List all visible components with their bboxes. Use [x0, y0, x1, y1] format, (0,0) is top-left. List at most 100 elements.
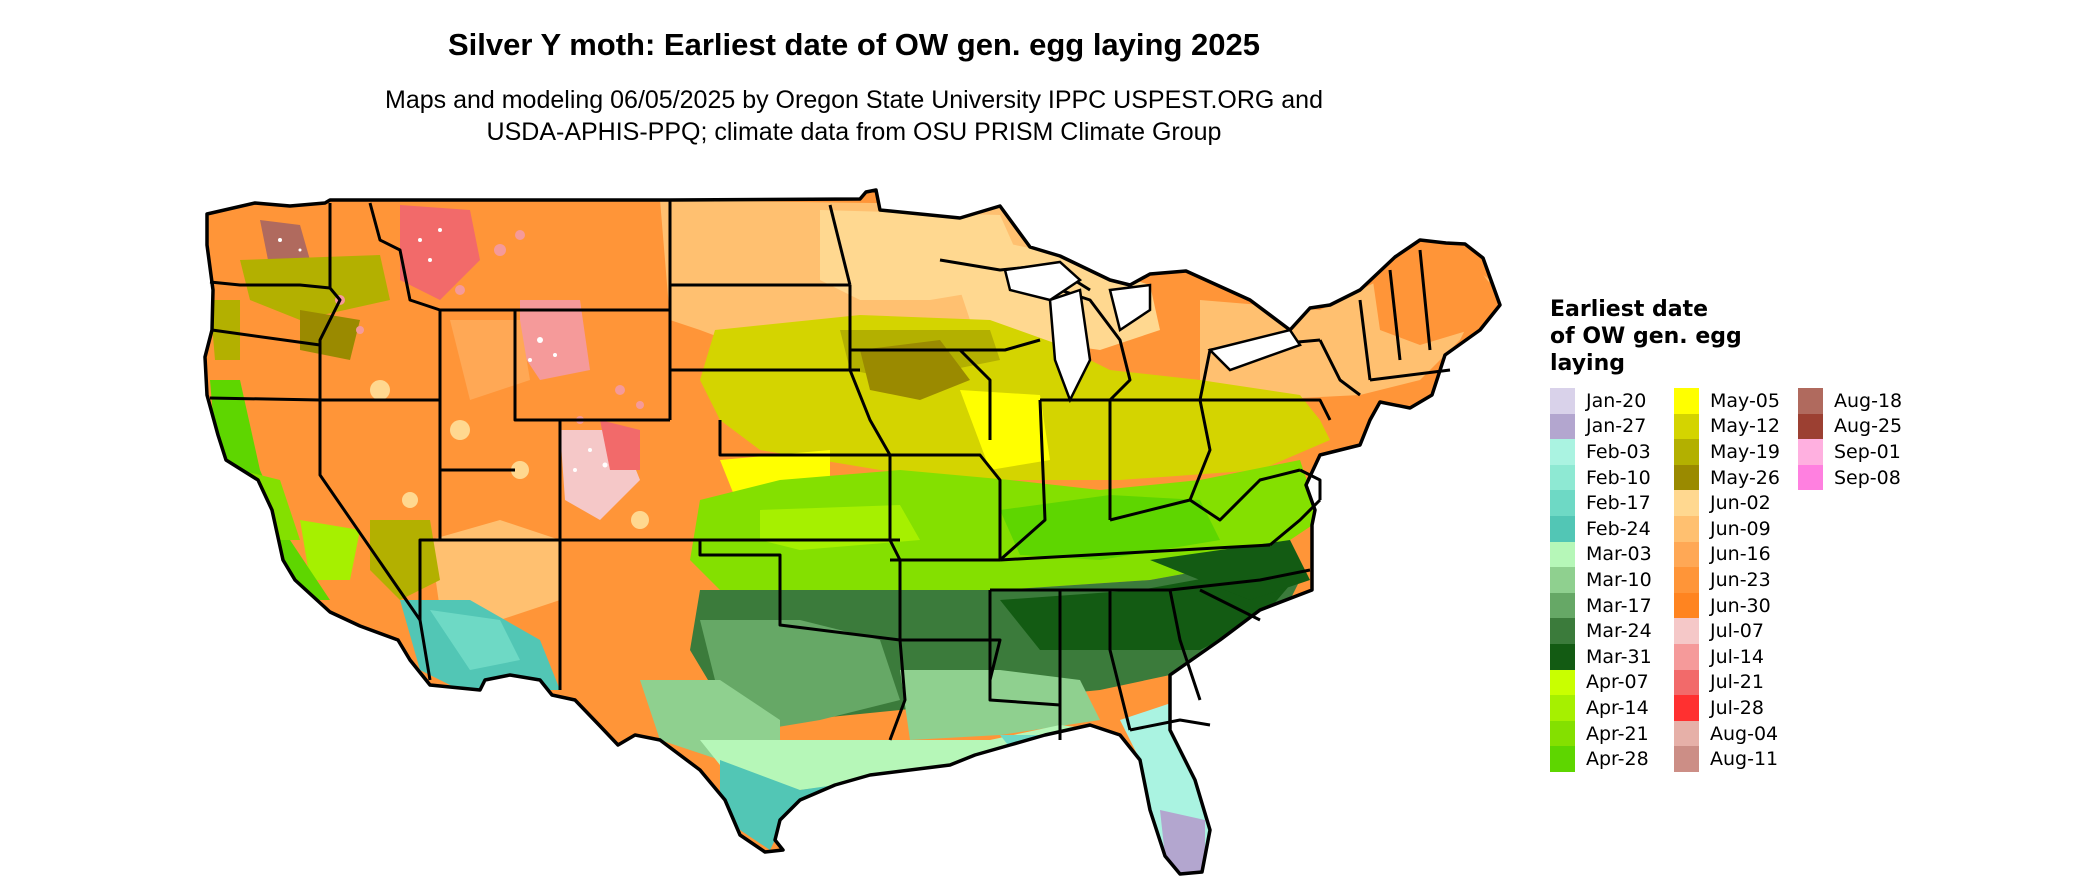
- legend-item: Jul-21: [1674, 669, 1780, 696]
- legend-item: May-05: [1674, 388, 1780, 414]
- legend-swatch: [1674, 695, 1699, 721]
- legend-title-line-2: of OW gen. egg: [1550, 324, 1742, 349]
- legend: Earliest date of OW gen. egg laying Jan-…: [1550, 296, 2070, 796]
- legend-title-line-3: laying: [1550, 351, 1626, 376]
- legend-item: Mar-31: [1550, 643, 1652, 670]
- legend-item: Mar-10: [1550, 567, 1652, 593]
- legend-item: Jul-07: [1674, 618, 1780, 644]
- legend-item: Aug-04: [1674, 720, 1780, 747]
- legend-swatch: [1674, 515, 1699, 542]
- legend-item: Jun-16: [1674, 541, 1780, 568]
- subtitle-line-2: USDA-APHIS-PPQ; climate data from OSU PR…: [486, 118, 1222, 146]
- legend-label: Apr-28: [1586, 748, 1649, 771]
- legend-label: Jun-02: [1710, 492, 1771, 515]
- legend-item: Jun-02: [1674, 490, 1780, 516]
- legend-swatch: [1550, 746, 1575, 772]
- legend-label: Jul-28: [1710, 696, 1764, 719]
- legend-swatch: [1798, 464, 1823, 491]
- legend-label: Jan-20: [1586, 389, 1647, 412]
- legend-swatch: [1674, 669, 1699, 696]
- legend-swatch: [1674, 388, 1699, 414]
- legend-label: Sep-01: [1834, 440, 1901, 463]
- legend-item: Mar-03: [1550, 541, 1652, 568]
- legend-item: May-12: [1674, 413, 1780, 440]
- legend-item: Feb-17: [1550, 490, 1652, 516]
- legend-item: May-26: [1674, 464, 1780, 491]
- legend-label: Jun-16: [1710, 543, 1771, 566]
- map-title: Silver Y moth: Earliest date of OW gen. …: [448, 27, 1260, 62]
- legend-label: Mar-03: [1586, 543, 1652, 566]
- legend-swatch: [1550, 413, 1575, 440]
- legend-label: Apr-07: [1586, 671, 1649, 694]
- legend-swatch: [1550, 490, 1575, 516]
- legend-item: Jul-28: [1674, 695, 1780, 721]
- legend-label: Jun-09: [1710, 517, 1771, 540]
- legend-column-1: Jan-20 Jan-27 Feb-03 Feb-10 Feb-17 Feb-24 Mar-…: [1550, 388, 1652, 772]
- legend-swatch: [1674, 413, 1699, 440]
- legend-swatch: [1674, 720, 1699, 747]
- legend-swatch: [1674, 618, 1699, 644]
- state-boundaries: [209, 200, 1451, 741]
- legend-label: Feb-03: [1586, 440, 1651, 463]
- legend-label: Feb-24: [1586, 517, 1651, 540]
- legend-swatch: [1674, 490, 1699, 516]
- legend-swatch: [1674, 464, 1699, 491]
- legend-label: Jun-30: [1710, 594, 1771, 617]
- legend-label: Aug-18: [1834, 389, 1903, 412]
- legend-item: Apr-07: [1550, 669, 1652, 696]
- legend-item: May-19: [1674, 439, 1780, 465]
- legend-column-3: Aug-18 Aug-25 Sep-01 Sep-08: [1798, 388, 1902, 491]
- legend-item: Mar-24: [1550, 618, 1652, 644]
- legend-item: Sep-08: [1798, 464, 1902, 491]
- legend-swatch: [1798, 388, 1823, 414]
- legend-label: Mar-17: [1586, 594, 1652, 617]
- legend-label: Apr-14: [1586, 696, 1649, 719]
- legend-swatch: [1674, 541, 1699, 568]
- legend-label: Apr-21: [1586, 722, 1649, 745]
- legend-label: Aug-11: [1710, 748, 1779, 771]
- legend-swatch: [1550, 515, 1575, 542]
- legend-label: May-19: [1710, 440, 1780, 463]
- legend-label: Jul-07: [1710, 620, 1764, 643]
- legend-label: Sep-08: [1834, 466, 1901, 489]
- legend-item: Apr-21: [1550, 720, 1652, 747]
- legend-label: Aug-04: [1710, 722, 1779, 745]
- legend-swatch: [1550, 669, 1575, 696]
- legend-swatch: [1674, 592, 1699, 619]
- legend-item: Aug-25: [1798, 413, 1902, 440]
- legend-swatch: [1550, 695, 1575, 721]
- legend-item: Feb-03: [1550, 439, 1652, 465]
- legend-column-2: May-05 May-12 May-19 May-26 Jun-02 Jun-09 Jun-…: [1674, 388, 1780, 772]
- legend-label: Jun-23: [1710, 568, 1771, 591]
- legend-item: Jan-27: [1550, 413, 1652, 440]
- legend-swatch: [1674, 643, 1699, 670]
- legend-swatch: [1550, 643, 1575, 670]
- legend-swatch: [1550, 388, 1575, 414]
- legend-label: May-05: [1710, 389, 1780, 412]
- legend-label: Mar-31: [1586, 645, 1652, 668]
- legend-item: Aug-11: [1674, 746, 1780, 772]
- legend-item: Jan-20: [1550, 388, 1652, 414]
- legend-label: Feb-10: [1586, 466, 1651, 489]
- legend-item: Aug-18: [1798, 388, 1902, 414]
- legend-swatch: [1550, 618, 1575, 644]
- legend-item: Jun-09: [1674, 515, 1780, 542]
- legend-label: Feb-17: [1586, 492, 1651, 515]
- legend-swatch: [1550, 439, 1575, 465]
- legend-label: Jan-27: [1586, 415, 1647, 438]
- legend-swatch: [1674, 746, 1699, 772]
- legend-item: Feb-10: [1550, 464, 1652, 491]
- legend-swatch: [1798, 413, 1823, 440]
- legend-label: May-12: [1710, 415, 1780, 438]
- legend-swatch: [1550, 720, 1575, 747]
- legend-item: Mar-17: [1550, 592, 1652, 619]
- legend-label: Mar-24: [1586, 620, 1652, 643]
- legend-swatch: [1798, 439, 1823, 465]
- legend-swatch: [1674, 439, 1699, 465]
- subtitle-line-1: Maps and modeling 06/05/2025 by Oregon S…: [385, 86, 1323, 114]
- legend-item: Jun-30: [1674, 592, 1780, 619]
- legend-label: Jul-14: [1710, 645, 1764, 668]
- legend-swatch: [1550, 592, 1575, 619]
- legend-title: Earliest date of OW gen. egg laying: [1550, 296, 1810, 377]
- legend-title-line-1: Earliest date: [1550, 297, 1709, 322]
